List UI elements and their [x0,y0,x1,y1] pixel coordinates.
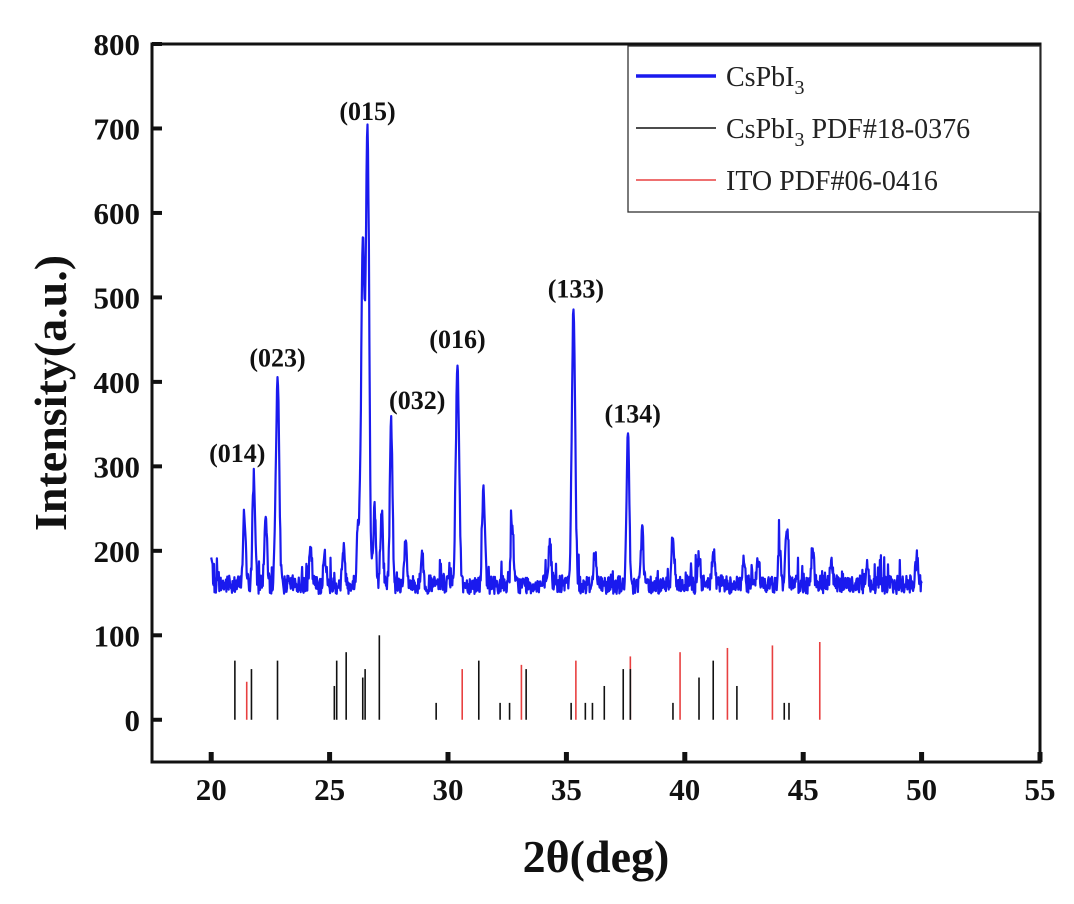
y-tick-label: 500 [94,280,141,315]
y-tick-label: 700 [94,111,141,146]
x-tick-label: 20 [196,772,227,807]
peak-label: (016) [429,325,485,354]
y-tick-label: 200 [94,534,141,569]
legend-label: ITO PDF#06-0416 [726,166,938,197]
x-tick-label: 45 [788,772,819,807]
legend-label-subscript: 3 [794,77,804,99]
y-tick-label: 800 [94,27,141,62]
cspbi3-measured-line [210,123,923,595]
legend-label-base: CsPbI [726,62,794,93]
peak-label: (133) [548,274,604,303]
x-axis: 20 25 30 35 40 45 50 55 [196,752,1056,807]
legend-box [627,45,1041,213]
peak-label: (023) [249,344,305,373]
plot-frame [150,42,1042,764]
x-tick-label: 30 [433,772,464,807]
peak-label: (014) [209,439,265,468]
y-tick-label: 0 [125,703,141,738]
legend-label-base: ITO PDF#06-0416 [726,166,938,197]
peak-labels: (014) (023) (015) (032) (016) (133) (134) [209,97,661,468]
y-tick-label: 300 [94,449,141,484]
legend-label-base: CsPbI [726,114,794,145]
legend-label: CsPbI3 [726,62,804,99]
peak-label: (032) [389,386,445,415]
x-tick-label: 50 [906,772,937,807]
y-tick-label: 400 [94,365,141,400]
cspbi3-reference-sticks [234,635,790,720]
x-axis-title: 2θ(deg) [523,831,670,882]
ito-reference-sticks [245,642,821,720]
x-tick-label: 40 [669,772,700,807]
x-tick-label: 35 [551,772,582,807]
y-tick-label: 600 [94,196,141,231]
x-tick-label: 55 [1025,772,1056,807]
y-tick-label: 100 [94,618,141,653]
legend-label: CsPbI3 PDF#18-0376 [726,114,970,151]
y-axis: 0 100 200 300 400 500 600 700 800 [94,27,162,738]
peak-label: (134) [605,399,661,428]
peak-label: (015) [339,97,395,126]
y-axis-title: Intensity(a.u.) [25,255,76,531]
legend-label-subscript: 3 [794,129,804,151]
legend-label-suffix: PDF#18-0376 [804,114,970,145]
x-tick-label: 25 [314,772,345,807]
